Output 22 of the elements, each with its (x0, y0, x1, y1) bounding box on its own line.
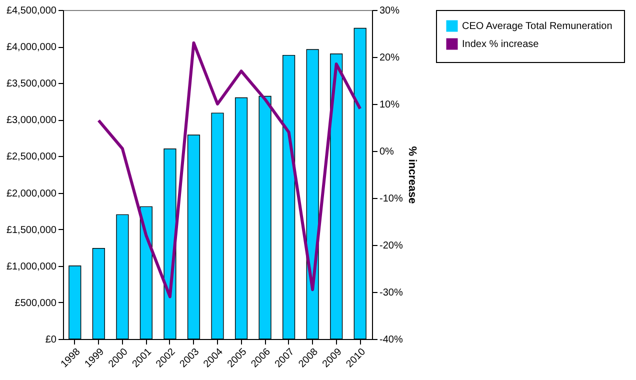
y2-tick-label: -20% (380, 240, 403, 252)
legend-label: Index % increase (462, 39, 540, 50)
y2-tick-label: -30% (380, 288, 403, 298)
y2-axis-title: % increase (406, 146, 418, 204)
y-tick-label: £0 (45, 334, 57, 346)
legend-label: CEO Average Total Remuneration (462, 21, 612, 32)
y2-tick-label: 30% (380, 6, 400, 16)
y2-tick-label: -40% (380, 334, 403, 346)
y-tick-label: £2,000,000 (6, 188, 57, 200)
y-tick-label: £4,000,000 (6, 42, 57, 54)
y-tick-label: £1,000,000 (6, 261, 57, 272)
y2-tick-label: 0% (380, 146, 394, 158)
y-tick-label: £3,500,000 (6, 78, 57, 90)
line-series (97, 41, 362, 298)
y-tick-label: £1,500,000 (6, 224, 57, 236)
y-tick-label: £4,500,000 (6, 6, 57, 16)
y-tick-label: £500,000 (14, 298, 57, 309)
y2-tick-label: 10% (380, 100, 400, 110)
y-tick-label: £2,500,000 (6, 152, 57, 163)
y-tick-label: £3,000,000 (6, 115, 57, 126)
y2-tick-label: 20% (380, 52, 400, 64)
y2-tick-label: -10% (380, 194, 403, 204)
